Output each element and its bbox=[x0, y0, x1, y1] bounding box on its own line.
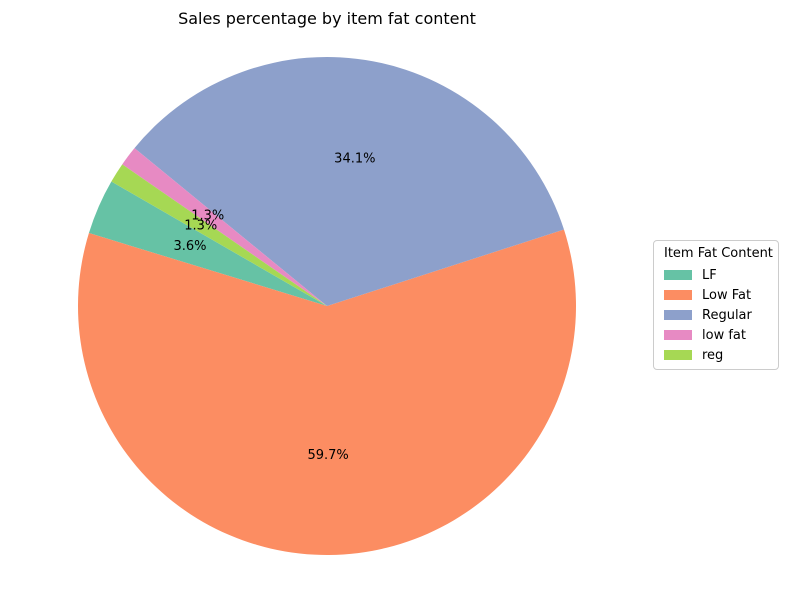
pie-slice-lf bbox=[88, 181, 327, 306]
legend-entry-reg: reg bbox=[664, 345, 770, 365]
pie-slices bbox=[78, 57, 576, 556]
legend: Item Fat Content LF Low Fat Regular low fat… bbox=[653, 240, 779, 370]
pct-label-low-fat: 59.7% bbox=[307, 448, 348, 463]
legend-swatch bbox=[664, 270, 692, 280]
pie-slice-low-fat bbox=[78, 229, 576, 556]
legend-entries: LF Low Fat Regular low fat reg bbox=[664, 265, 770, 365]
pie-slice-reg bbox=[111, 164, 327, 306]
legend-label: Regular bbox=[702, 307, 752, 323]
legend-entry-regular: Regular bbox=[664, 305, 770, 325]
pct-label-regular: 34.1% bbox=[334, 152, 375, 167]
pie-slice-low-fat bbox=[122, 148, 327, 306]
legend-label: low fat bbox=[702, 327, 746, 343]
legend-swatch bbox=[664, 350, 692, 360]
legend-label: Low Fat bbox=[702, 287, 752, 303]
legend-title: Item Fat Content bbox=[664, 246, 773, 261]
legend-entry-low-fat: Low Fat bbox=[664, 285, 770, 305]
pct-label-low-fat: 1.3% bbox=[191, 209, 224, 224]
legend-swatch bbox=[664, 310, 692, 320]
legend-entry-low-fat: low fat bbox=[664, 325, 770, 345]
legend-swatch bbox=[664, 290, 692, 300]
pct-label-lf: 3.6% bbox=[173, 239, 206, 254]
pct-label-reg: 1.3% bbox=[184, 219, 217, 234]
chart-title: Sales percentage by item fat content bbox=[178, 9, 476, 28]
pie-labels: 3.6% 59.7% 34.1% 1.3%1.3% bbox=[173, 152, 375, 463]
legend-label: reg bbox=[702, 347, 724, 363]
legend-entry-lf: LF bbox=[664, 265, 770, 285]
legend-swatch bbox=[664, 330, 692, 340]
legend-label: LF bbox=[702, 267, 717, 283]
pie-slice-regular bbox=[134, 57, 564, 306]
